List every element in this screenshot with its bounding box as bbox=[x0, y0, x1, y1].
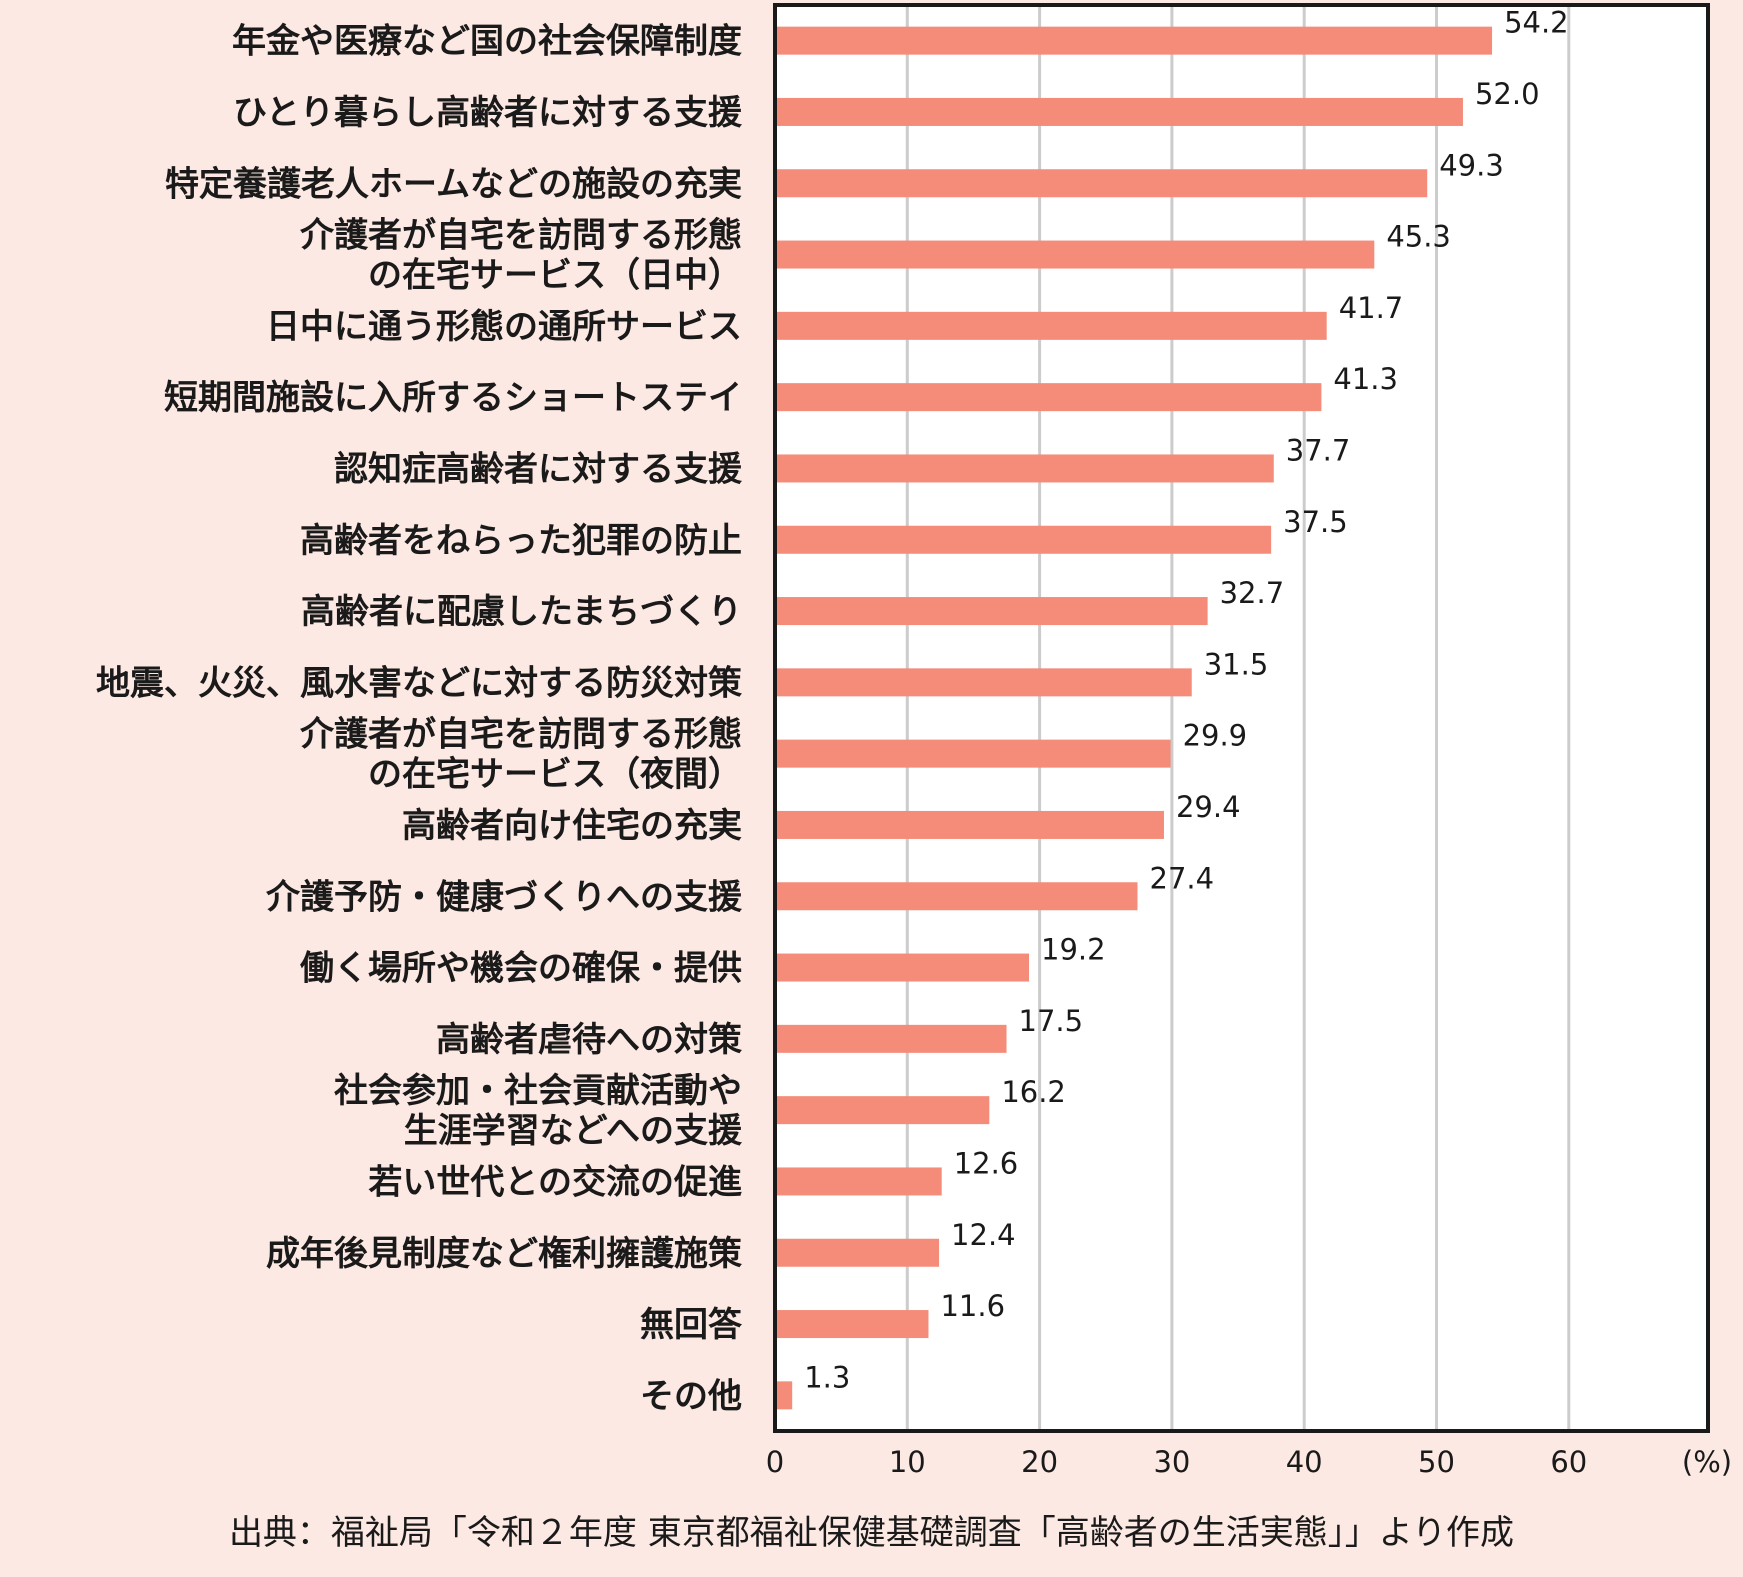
bar bbox=[775, 97, 1463, 126]
data-label: 29.9 bbox=[1183, 719, 1248, 753]
plot-frame bbox=[773, 3, 1710, 1433]
data-label: 45.3 bbox=[1386, 220, 1451, 254]
bar bbox=[775, 1096, 990, 1125]
x-tick-label: 10 bbox=[889, 1445, 926, 1479]
data-label: 12.6 bbox=[954, 1146, 1019, 1180]
category-label: 短期間施設に入所するショートステイ bbox=[164, 378, 742, 418]
bar bbox=[775, 311, 1327, 340]
category-label: 日中に通う形態の通所サービス bbox=[266, 307, 742, 347]
data-label: 52.0 bbox=[1475, 77, 1540, 111]
data-label: 17.5 bbox=[1019, 1004, 1084, 1038]
data-label: 1.3 bbox=[804, 1360, 850, 1394]
data-label: 31.5 bbox=[1204, 647, 1269, 681]
bar bbox=[775, 1238, 940, 1267]
category-label: 高齢者虐待への対策 bbox=[436, 1020, 742, 1060]
category-label: 介護者が自宅を訪問する形態の在宅サービス（日中） bbox=[300, 216, 742, 296]
category-label: 高齢者をねらった犯罪の防止 bbox=[300, 521, 742, 561]
bar bbox=[775, 240, 1375, 269]
category-label: 介護者が自宅を訪問する形態の在宅サービス（夜間） bbox=[300, 715, 742, 795]
data-label: 37.5 bbox=[1283, 505, 1348, 539]
bar bbox=[775, 953, 1030, 982]
x-tick-label: 0 bbox=[766, 1445, 784, 1479]
category-label: 介護予防・健康づくりへの支援 bbox=[266, 877, 743, 917]
x-tick-label: 30 bbox=[1153, 1445, 1190, 1479]
category-label: 社会参加・社会貢献活動や生涯学習などへの支援 bbox=[334, 1071, 743, 1151]
data-label: 29.4 bbox=[1176, 790, 1241, 824]
bar bbox=[775, 454, 1274, 483]
bar bbox=[775, 1024, 1007, 1053]
data-label: 32.7 bbox=[1220, 576, 1285, 610]
category-label: 年金や医療など国の社会保障制度 bbox=[232, 22, 742, 62]
category-label: 成年後見制度など権利擁護施策 bbox=[266, 1234, 742, 1274]
data-label: 41.3 bbox=[1333, 362, 1398, 396]
category-label: 若い世代との交流の促進 bbox=[368, 1162, 742, 1202]
bar bbox=[775, 26, 1493, 55]
category-label: 働く場所や機会の確保・提供 bbox=[300, 949, 742, 989]
data-label: 27.4 bbox=[1150, 861, 1215, 895]
category-label: ひとり暮らし高齢者に対する支援 bbox=[233, 93, 743, 133]
bar bbox=[775, 810, 1164, 839]
source-note: 出典：福祉局「令和２年度 東京都福祉保健基礎調査「高齢者の生活実態」」より作成 bbox=[228, 1513, 1515, 1553]
category-label: 地震、火災、風水害などに対する防災対策 bbox=[96, 663, 742, 703]
data-label: 12.4 bbox=[951, 1218, 1016, 1252]
category-label: 高齢者向け住宅の充実 bbox=[402, 806, 742, 846]
bar bbox=[775, 882, 1138, 911]
data-label: 16.2 bbox=[1001, 1075, 1066, 1109]
bar bbox=[775, 525, 1272, 554]
bar bbox=[775, 169, 1428, 198]
bar bbox=[775, 383, 1322, 412]
category-label: 特定養護老人ホームなどの施設の充実 bbox=[165, 164, 742, 204]
data-label: 54.2 bbox=[1504, 6, 1569, 40]
bar bbox=[775, 668, 1192, 697]
data-label: 49.3 bbox=[1439, 148, 1504, 182]
category-label: 高齢者に配慮したまちづくり bbox=[301, 592, 742, 632]
data-label: 19.2 bbox=[1041, 933, 1106, 967]
bar bbox=[775, 739, 1171, 768]
bar bbox=[775, 1310, 929, 1339]
data-label: 41.7 bbox=[1339, 291, 1404, 325]
x-tick-label: 20 bbox=[1021, 1445, 1058, 1479]
bar bbox=[775, 1167, 942, 1196]
category-label: 無回答 bbox=[640, 1305, 743, 1345]
bar bbox=[775, 1381, 793, 1410]
x-tick-label: 60 bbox=[1550, 1445, 1587, 1479]
data-label: 37.7 bbox=[1286, 433, 1351, 467]
x-tick-label: 50 bbox=[1418, 1445, 1455, 1479]
category-label: 認知症高齢者に対する支援 bbox=[334, 449, 743, 489]
bar bbox=[775, 597, 1208, 626]
data-label: 11.6 bbox=[940, 1289, 1005, 1323]
category-label: その他 bbox=[640, 1376, 742, 1416]
x-tick-label: 40 bbox=[1286, 1445, 1323, 1479]
x-unit-label: (%) bbox=[1682, 1445, 1732, 1479]
